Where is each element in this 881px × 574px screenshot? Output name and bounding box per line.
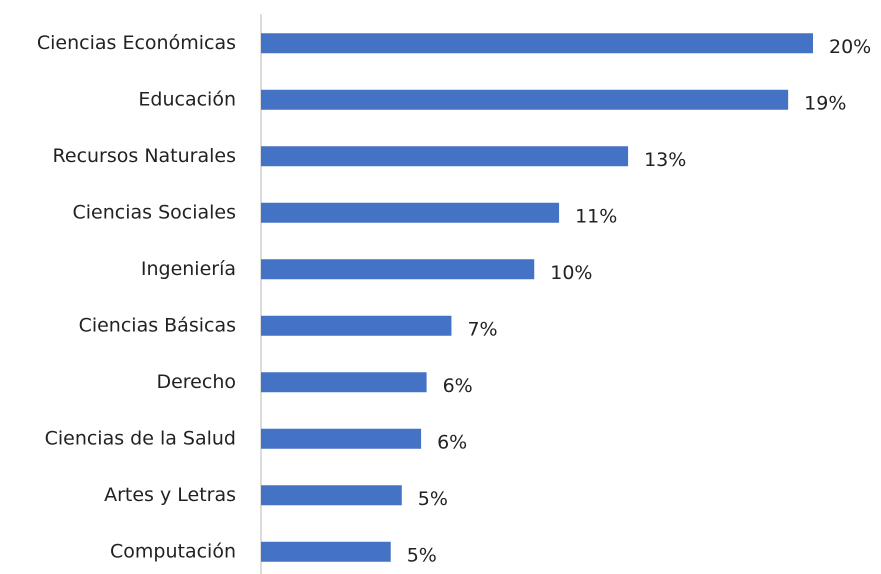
category-label: Ciencias Sociales (72, 201, 236, 223)
value-label: 6% (443, 375, 473, 397)
bar (261, 372, 427, 393)
bar (261, 428, 422, 449)
category-label: Recursos Naturales (53, 145, 236, 167)
bar (261, 89, 789, 110)
category-label: Derecho (156, 371, 236, 393)
bar (261, 146, 629, 167)
category-label: Ingeniería (141, 258, 236, 280)
value-label: 10% (550, 262, 592, 284)
value-label: 11% (575, 205, 617, 227)
value-label: 7% (467, 318, 497, 340)
category-label: Educación (138, 88, 236, 110)
bar (261, 259, 535, 280)
bar (261, 33, 813, 54)
bar (261, 541, 391, 562)
category-label: Ciencias Básicas (79, 314, 236, 336)
bar (261, 315, 452, 336)
value-label: 5% (418, 488, 448, 510)
category-label: Ciencias de la Salud (45, 427, 236, 449)
category-label: Artes y Letras (104, 484, 236, 506)
value-label: 6% (437, 431, 467, 453)
value-label: 20% (829, 36, 871, 58)
value-label: 5% (407, 544, 437, 566)
category-label: Ciencias Económicas (37, 32, 236, 54)
bar (261, 202, 560, 223)
value-label: 19% (804, 92, 846, 114)
bar (261, 485, 402, 506)
value-label: 13% (644, 149, 686, 171)
category-label: Computación (110, 540, 236, 562)
